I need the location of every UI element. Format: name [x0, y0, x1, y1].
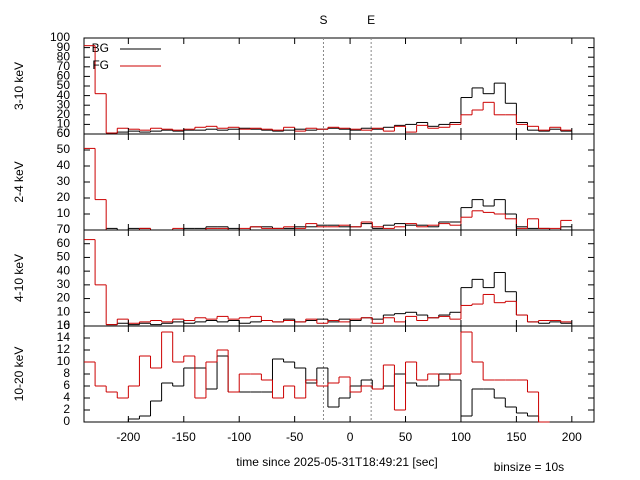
x-tick-label: 150 [506, 430, 526, 444]
y-tick-label: 80 [57, 49, 71, 63]
y-tick-label: 70 [57, 59, 71, 73]
annotation: binsize = 10s [494, 460, 564, 474]
y-tick-label: 50 [57, 78, 71, 92]
y-tick-label: 70 [57, 222, 71, 236]
y-tick-label: 50 [57, 250, 71, 264]
y-tick-label: 10 [57, 354, 71, 368]
marker-label: S [319, 13, 327, 27]
y-tick-label: 40 [57, 158, 71, 172]
x-tick-label: 200 [562, 430, 582, 444]
y-tick-label: 20 [57, 107, 71, 121]
y-axis-label: 10-20 keV [12, 347, 26, 402]
y-tick-label: 0 [63, 414, 70, 428]
x-tick-label: 0 [347, 430, 354, 444]
y-tick-label: 100 [50, 30, 70, 44]
x-axis-label: time since 2025-05-31T18:49:21 [sec] [236, 455, 437, 469]
y-tick-label: 10 [57, 206, 71, 220]
y-axis-label: 2-4 keV [12, 161, 26, 202]
y-tick-label: 90 [57, 40, 71, 54]
y-tick-label: 30 [57, 97, 71, 111]
y-tick-label: 8 [63, 366, 70, 380]
y-tick-label: 14 [57, 330, 71, 344]
y-tick-label: 60 [57, 126, 71, 140]
x-tick-label: 50 [399, 430, 413, 444]
y-tick-label: 2 [63, 402, 70, 416]
y-tick-label: 40 [57, 263, 71, 277]
y-tick-label: 30 [57, 277, 71, 291]
x-tick-label: -100 [227, 430, 251, 444]
x-tick-label: 100 [451, 430, 471, 444]
y-axis-label: 3-10 keV [12, 62, 26, 110]
y-tick-label: 12 [57, 342, 71, 356]
y-tick-label: 0 [63, 126, 70, 140]
legend-label: BG [92, 41, 109, 55]
legend-label: FG [92, 58, 109, 72]
marker-label: E [367, 13, 375, 27]
y-axis-label: 4-10 keV [12, 254, 26, 302]
x-tick-label: -150 [172, 430, 196, 444]
panel-frame [83, 133, 595, 231]
y-tick-label: 0 [63, 318, 70, 332]
y-tick-label: 0 [63, 222, 70, 236]
y-tick-label: 10 [57, 304, 71, 318]
y-tick-label: 60 [57, 69, 71, 83]
y-tick-label: 60 [57, 236, 71, 250]
x-tick-label: -200 [116, 430, 140, 444]
y-tick-label: 16 [57, 318, 71, 332]
y-tick-label: 6 [63, 378, 70, 392]
y-tick-label: 50 [57, 142, 71, 156]
x-tick-label: -50 [286, 430, 304, 444]
panel-frame [83, 37, 595, 135]
y-tick-label: 4 [63, 390, 70, 404]
y-tick-label: 10 [57, 117, 71, 131]
y-tick-label: 40 [57, 88, 71, 102]
y-tick-label: 20 [57, 291, 71, 305]
panel-frame [83, 229, 595, 327]
y-tick-label: 30 [57, 174, 71, 188]
y-tick-label: 20 [57, 190, 71, 204]
panel-frame [83, 325, 595, 423]
